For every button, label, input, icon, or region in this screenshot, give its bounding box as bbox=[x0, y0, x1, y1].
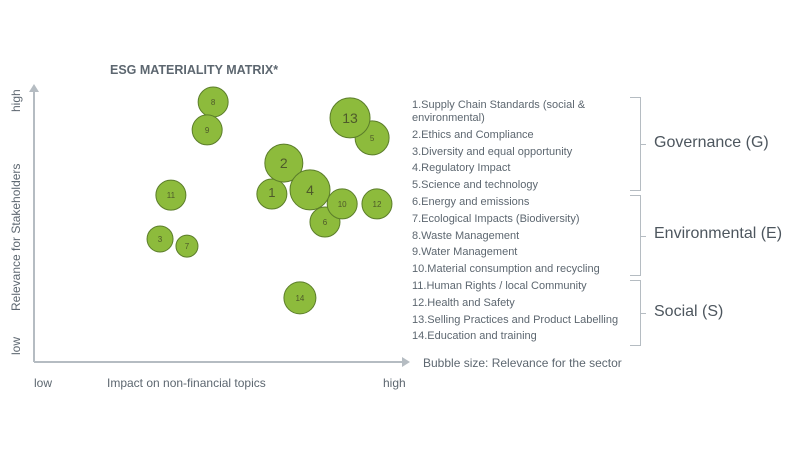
bubble-1 bbox=[256, 178, 288, 210]
bubble-9 bbox=[191, 114, 223, 146]
bubble-label-6: 6 bbox=[323, 218, 328, 227]
legend-item: 13.Selling Practices and Product Labelli… bbox=[412, 313, 619, 326]
legend-item: 1.Supply Chain Standards (social & envir… bbox=[412, 99, 586, 124]
legend-item: 8.Waste Management bbox=[412, 229, 520, 242]
x-axis-label: Impact on non-financial topics bbox=[107, 376, 266, 390]
y-tick-high: high bbox=[9, 89, 23, 112]
bubble-3 bbox=[146, 225, 174, 253]
y-tick-low: low bbox=[9, 337, 23, 355]
legend-item: 3.Diversity and equal opportunity bbox=[412, 145, 573, 158]
bubble-label-14: 14 bbox=[295, 294, 304, 303]
legend-item: 10.Material consumption and recycling bbox=[412, 262, 600, 275]
legend-item: 14.Education and training bbox=[412, 330, 537, 343]
bubble-label-10: 10 bbox=[338, 200, 347, 209]
bubble-label-2: 2 bbox=[280, 155, 288, 171]
legend-item: 11.Human Rights / local Community bbox=[412, 280, 587, 293]
bubble-2 bbox=[264, 143, 304, 183]
bubble-12 bbox=[361, 188, 393, 220]
legend-item: 5.Science and technology bbox=[412, 178, 538, 191]
bubble-label-8: 8 bbox=[211, 98, 216, 107]
bubble-label-7: 7 bbox=[185, 242, 190, 251]
x-tick-low: low bbox=[34, 376, 52, 390]
bubble-label-3: 3 bbox=[158, 235, 163, 244]
bracket-environmental bbox=[630, 195, 646, 276]
bubble-13 bbox=[329, 97, 371, 139]
bubble-size-label: Bubble size: Relevance for the sector bbox=[423, 356, 622, 370]
group-governance: Governance (G) bbox=[654, 134, 769, 151]
x-axis-arrow bbox=[402, 357, 410, 367]
bubble-4 bbox=[289, 169, 331, 211]
bubble-label-1: 1 bbox=[268, 185, 275, 200]
y-axis-label: Relevance for Stakeholders bbox=[9, 164, 23, 311]
x-tick-high: high bbox=[383, 376, 406, 390]
chart-title: ESG MATERIALITY MATRIX* bbox=[110, 63, 278, 77]
bubble-11 bbox=[155, 179, 187, 211]
bubble-label-11: 11 bbox=[167, 191, 176, 200]
bubble-label-9: 9 bbox=[205, 126, 210, 135]
bracket-social bbox=[630, 280, 646, 346]
bubble-14 bbox=[283, 281, 317, 315]
group-environmental: Environmental (E) bbox=[654, 225, 783, 242]
legend-item: 12.Health and Safety bbox=[412, 296, 515, 309]
legend-item: 9.Water Management bbox=[412, 246, 518, 259]
bracket-governance bbox=[630, 97, 646, 191]
bubble-label-4: 4 bbox=[306, 182, 314, 198]
legend-item: 4.Regulatory Impact bbox=[412, 162, 511, 175]
legend-list: 1.Supply Chain Standards (social & envir… bbox=[412, 99, 618, 345]
y-axis-arrow bbox=[29, 84, 39, 92]
legend-item: 7.Ecological Impacts (Biodiversity) bbox=[412, 212, 580, 225]
bubble-7 bbox=[175, 234, 199, 258]
bubble-label-12: 12 bbox=[373, 200, 382, 209]
group-social: Social (S) bbox=[654, 303, 724, 320]
bubble-10 bbox=[326, 188, 358, 220]
legend-item: 6.Energy and emissions bbox=[412, 196, 530, 209]
bubble-label-5: 5 bbox=[370, 134, 375, 143]
legend-item: 2.Ethics and Compliance bbox=[412, 129, 534, 141]
bubble-label-13: 13 bbox=[342, 110, 358, 126]
